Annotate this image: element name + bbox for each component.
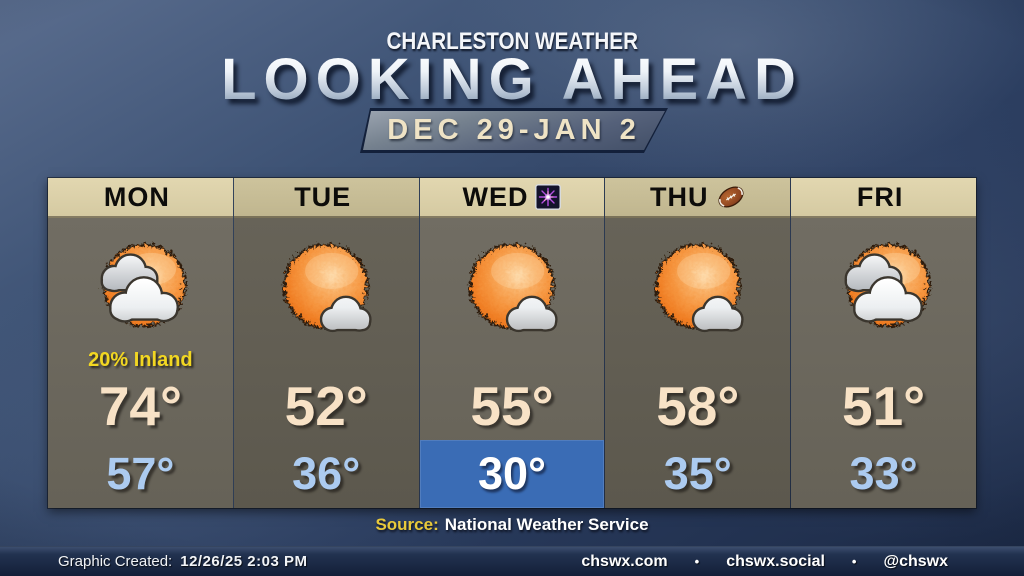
source-text: National Weather Service bbox=[444, 515, 649, 534]
partly-sunny-icon bbox=[100, 241, 186, 326]
precip-note bbox=[791, 348, 976, 374]
fireworks-icon bbox=[535, 184, 562, 210]
mostly-sunny-icon bbox=[281, 241, 372, 333]
source-attribution: Source: National Weather Service bbox=[0, 515, 1024, 535]
link-handle: @chswx bbox=[883, 552, 948, 570]
high-temp: 52° bbox=[284, 375, 368, 437]
link-social: chswx.social bbox=[726, 552, 825, 570]
day-header: MON bbox=[48, 178, 233, 218]
brand-title-text: CHARLESTON WEATHER bbox=[386, 28, 638, 55]
day-label: THU bbox=[650, 181, 709, 212]
created-label: Graphic Created: bbox=[58, 553, 173, 570]
partly-sunny-icon bbox=[844, 241, 929, 326]
date-range-banner-inner: DEC 29-JAN 2 bbox=[363, 111, 665, 150]
date-range-banner: DEC 29-JAN 2 bbox=[360, 108, 668, 153]
precip-note: 20% Inland bbox=[88, 349, 193, 371]
day-cell: 20% Inland 74° 57° bbox=[48, 218, 233, 508]
day-cell: 51° 33° bbox=[791, 218, 976, 508]
high-temp: 51° bbox=[842, 375, 926, 437]
low-temp: 57° bbox=[106, 448, 175, 499]
low-temp: 30° bbox=[477, 448, 547, 499]
high-temp: 55° bbox=[470, 375, 554, 437]
day-header: FRI bbox=[791, 178, 976, 218]
bullet-separator: • bbox=[851, 554, 857, 569]
low-temp: 35° bbox=[663, 448, 732, 499]
forecast-column-wed: WED bbox=[418, 178, 605, 508]
high-temp: 74° bbox=[98, 375, 182, 437]
football-icon bbox=[718, 186, 744, 208]
forecast-column-fri: FRI 51° 33° bbox=[790, 178, 976, 508]
forecast-table: MON 20% Inland 74° bbox=[48, 178, 976, 508]
precip-note bbox=[234, 348, 419, 374]
high-temp: 58° bbox=[656, 375, 740, 437]
forecast-column-mon: MON 20% Inland 74° bbox=[48, 178, 233, 508]
created-timestamp: 12/26/25 2:03 PM bbox=[180, 553, 308, 570]
day-cell: 58° 35° bbox=[605, 218, 791, 508]
date-range-text: DEC 29-JAN 2 bbox=[387, 114, 641, 146]
day-header: TUE bbox=[233, 178, 419, 218]
weather-icon-slot bbox=[48, 218, 233, 348]
day-label: WED bbox=[462, 181, 529, 212]
low-temp-row: 35° bbox=[605, 440, 790, 508]
weather-icon-slot bbox=[420, 218, 605, 348]
forecast-column-thu: THU bbox=[604, 178, 791, 508]
low-temp: 36° bbox=[292, 448, 361, 499]
day-cell: 55° 30° bbox=[419, 218, 605, 508]
footer-bar: Graphic Created: 12/26/25 2:03 PM chswx.c… bbox=[0, 546, 1024, 576]
low-temp-row: 57° bbox=[48, 440, 233, 508]
precip-note bbox=[420, 348, 605, 374]
low-temp-row: 33° bbox=[791, 440, 976, 508]
graphic-created: Graphic Created: 12/26/25 2:03 PM bbox=[58, 553, 307, 570]
day-cell: 52° 36° bbox=[233, 218, 419, 508]
day-label: TUE bbox=[294, 181, 352, 212]
low-temp: 33° bbox=[849, 448, 918, 499]
forecast-column-tue: TUE 52° 36° bbox=[232, 178, 419, 508]
link-website: chswx.com bbox=[581, 552, 668, 570]
bullet-separator: • bbox=[694, 554, 700, 569]
brand-title: CHARLESTON WEATHER bbox=[0, 28, 1024, 56]
day-header: THU bbox=[605, 178, 791, 218]
weather-icon-slot bbox=[234, 218, 419, 348]
mostly-sunny-icon bbox=[467, 241, 558, 333]
weather-icon-slot bbox=[605, 218, 790, 348]
day-label: FRI bbox=[856, 181, 904, 212]
weather-icon-slot bbox=[791, 218, 976, 348]
low-temp-row: 36° bbox=[234, 440, 419, 508]
day-label: MON bbox=[103, 181, 170, 212]
social-links: chswx.com • chswx.social • @chswx bbox=[581, 553, 948, 571]
day-header: WED bbox=[419, 178, 605, 218]
source-label: Source: bbox=[375, 515, 439, 534]
day-badge bbox=[535, 184, 562, 210]
low-temp-row-highlighted: 30° bbox=[419, 440, 605, 508]
mostly-sunny-icon bbox=[653, 241, 744, 333]
page-title: LOOKING AHEAD bbox=[0, 46, 1024, 113]
precip-note bbox=[605, 348, 790, 374]
day-badge bbox=[716, 184, 746, 210]
